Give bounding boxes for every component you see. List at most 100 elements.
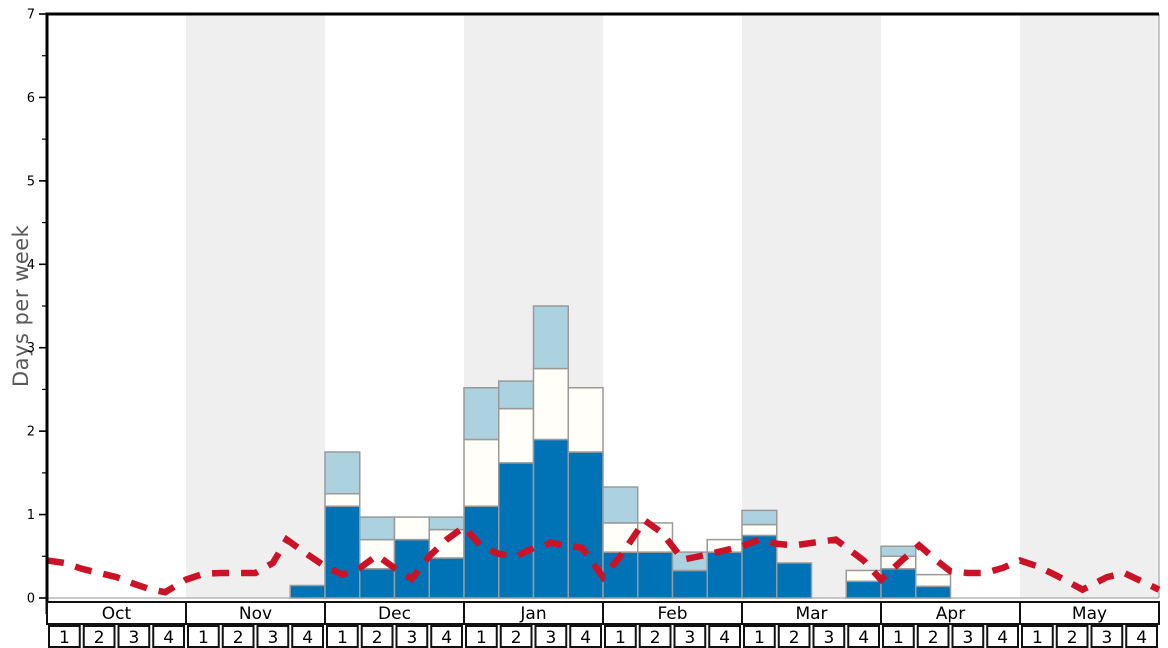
week-label: 4: [719, 628, 730, 648]
week-cell: [986, 625, 1019, 648]
week-cell: [221, 625, 255, 648]
month-shaded-band: [186, 14, 325, 598]
week-cell: [291, 625, 324, 648]
light-blue-days-bar-segment: [880, 545, 917, 558]
dark-blue-days-bar-segment: [532, 438, 569, 599]
week-label: 4: [441, 628, 452, 648]
light-blue-days-bar-segment: [498, 380, 535, 410]
week-label: 3: [684, 628, 695, 648]
week-cell: [777, 625, 811, 648]
y-tick-label: 0: [27, 592, 35, 607]
week-cell: [152, 625, 185, 648]
average-days-line: [46, 515, 1161, 596]
week-label: 4: [302, 628, 313, 648]
light-blue-days-bar-segment: [532, 305, 569, 370]
week-cell: [395, 625, 429, 648]
week-cell: [847, 625, 880, 648]
dark-blue-days-bar-segment: [776, 562, 813, 599]
week-label: 3: [128, 628, 139, 648]
week-cell: [430, 625, 463, 648]
white-days-bar-segment: [498, 407, 535, 464]
month-label: Dec: [378, 604, 411, 624]
week-label: 2: [511, 628, 522, 648]
month-shaded-band: [742, 14, 881, 598]
dark-blue-days-bar-segment: [671, 569, 708, 599]
week-label: 4: [580, 628, 591, 648]
week-cell: [1055, 625, 1089, 648]
white-days-bar-segment: [532, 367, 569, 441]
white-days-bar-segment: [393, 516, 430, 541]
white-days-bar-segment: [567, 387, 604, 453]
light-blue-days-bar-segment: [602, 486, 639, 524]
dark-blue-days-bar-segment: [637, 551, 674, 599]
week-label: 4: [858, 628, 869, 648]
month-label: Nov: [239, 604, 272, 624]
dark-blue-days-bar-segment: [359, 568, 396, 599]
week-label: 3: [962, 628, 973, 648]
dark-blue-days-bar-segment: [498, 462, 535, 599]
week-label: 3: [823, 628, 834, 648]
week-cell: [187, 625, 220, 648]
week-cell: [812, 625, 846, 648]
white-days-bar-segment: [463, 438, 500, 507]
week-cell: [326, 625, 359, 648]
week-label: 3: [1101, 628, 1112, 648]
week-cell: [360, 625, 394, 648]
week-label: 2: [650, 628, 661, 648]
week-label: 2: [928, 628, 939, 648]
white-days-bar-segment: [915, 573, 952, 588]
week-label: 2: [1067, 628, 1078, 648]
week-label: 2: [94, 628, 105, 648]
month-label: Mar: [795, 604, 827, 624]
week-label: 2: [789, 628, 800, 648]
week-label: 1: [59, 628, 70, 648]
week-label: 3: [267, 628, 278, 648]
light-blue-days-bar-segment: [428, 516, 465, 531]
y-tick-label: 2: [27, 425, 35, 440]
week-label: 1: [1032, 628, 1043, 648]
dark-blue-days-bar-segment: [567, 451, 604, 599]
month-label: Jan: [519, 604, 546, 624]
light-blue-days-bar-segment: [741, 509, 778, 526]
week-cell: [569, 625, 602, 648]
y-tick-label: 1: [27, 508, 35, 523]
week-cell: [708, 625, 741, 648]
week-cell: [1125, 625, 1158, 648]
month-shaded-band: [1020, 14, 1159, 598]
week-cell: [951, 625, 985, 648]
y-tick-label: 3: [27, 341, 35, 356]
y-tick-label: 7: [27, 8, 35, 23]
week-cell: [117, 625, 151, 648]
week-cell: [673, 625, 707, 648]
week-cell: [916, 625, 950, 648]
week-cell: [82, 625, 116, 648]
y-tick-label: 6: [27, 91, 35, 106]
dark-blue-days-bar-segment: [393, 538, 430, 599]
week-label: 1: [754, 628, 765, 648]
week-label: 4: [163, 628, 174, 648]
week-cell: [604, 625, 637, 648]
dark-blue-days-bar-segment: [324, 505, 361, 599]
light-blue-days-bar-segment: [463, 387, 500, 441]
y-tick-label: 4: [27, 258, 35, 273]
month-label: Oct: [102, 604, 132, 624]
dark-blue-days-bar-segment: [428, 557, 465, 599]
week-label: 1: [198, 628, 209, 648]
dark-blue-days-bar-segment: [915, 585, 952, 599]
week-label: 1: [337, 628, 348, 648]
week-label: 1: [476, 628, 487, 648]
week-label: 4: [1136, 628, 1147, 648]
white-days-bar-segment: [741, 523, 778, 537]
week-cell: [48, 625, 81, 648]
dark-blue-days-bar-segment: [845, 580, 882, 599]
month-cell: [1019, 601, 1160, 625]
light-blue-days-bar-segment: [359, 516, 396, 541]
month-label: May: [1072, 604, 1107, 624]
week-cell: [465, 625, 498, 648]
week-label: 2: [372, 628, 383, 648]
week-cell: [499, 625, 533, 648]
week-cell: [882, 625, 915, 648]
week-cell: [534, 625, 568, 648]
